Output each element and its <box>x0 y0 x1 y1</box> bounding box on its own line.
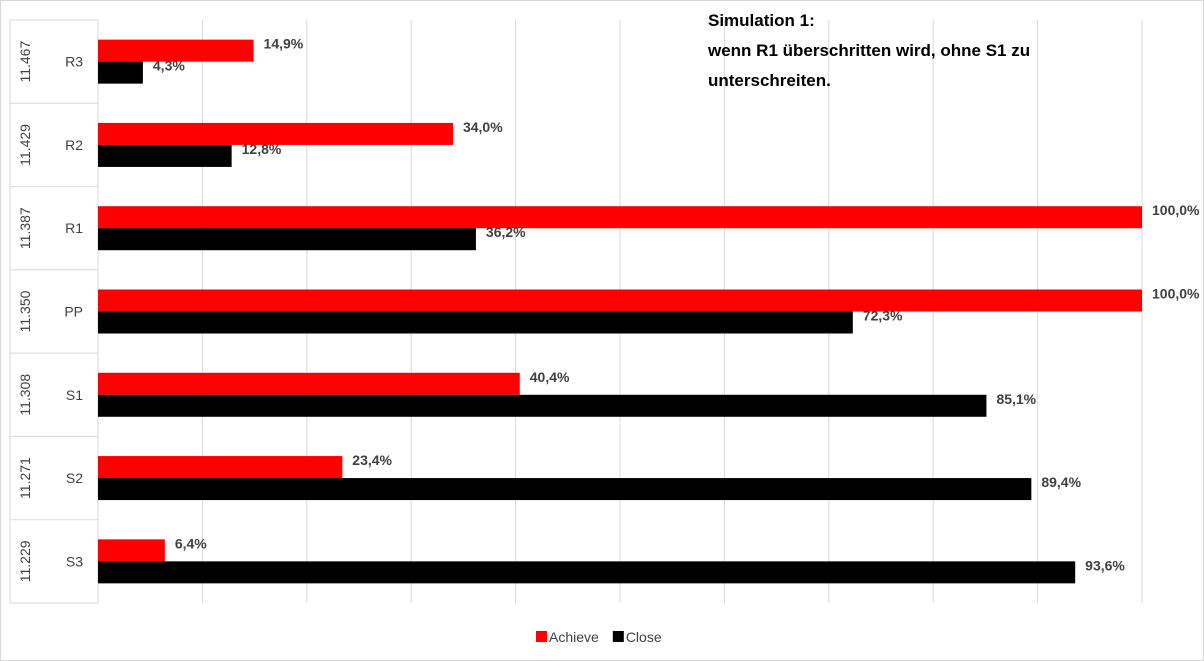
data-label: 34,0% <box>463 119 503 135</box>
legend-swatch-achieve <box>536 631 547 642</box>
bar-achieve <box>98 39 254 62</box>
category-axis: S3 11.229 S2 11.271 S1 11.308 PP 11.350 R1 11.387… <box>9 19 99 604</box>
bar-achieve <box>98 289 1142 312</box>
bar-close <box>98 61 143 84</box>
bar-achieve <box>98 539 165 562</box>
data-label: 40,4% <box>530 369 570 385</box>
data-label: 85,1% <box>996 391 1036 407</box>
title-line: wenn R1 überschritten wird, ohne S1 zu <box>707 41 1030 60</box>
data-label: 72,3% <box>863 308 903 324</box>
legend-swatch-close <box>612 631 624 642</box>
data-label: 100,0% <box>1152 286 1200 302</box>
tick-label-level: S2 <box>66 470 83 486</box>
bars <box>98 39 1142 584</box>
legend-label: Achieve <box>549 629 599 645</box>
legend: Achieve Close <box>536 629 662 645</box>
tick-label-price: 11.387 <box>17 207 33 249</box>
bar-close <box>98 394 987 417</box>
legend-label: Close <box>626 629 662 645</box>
bar-close <box>98 311 853 334</box>
data-label: 4,3% <box>153 58 185 74</box>
chart-title: Simulation 1: wenn R1 überschritten wird,… <box>707 11 1030 90</box>
title-line: unterschreiten. <box>708 71 831 90</box>
tick-label-price: 11.229 <box>17 540 33 582</box>
tick-label-level: R2 <box>65 137 83 153</box>
tick-label-level: S1 <box>66 387 83 403</box>
data-label: 89,4% <box>1041 474 1081 490</box>
bar-achieve <box>98 372 520 395</box>
bar-close <box>98 144 232 167</box>
bar-close <box>98 228 476 251</box>
bar-achieve <box>98 456 343 479</box>
data-label: 23,4% <box>352 452 392 468</box>
data-label: 14,9% <box>264 36 304 52</box>
bar-achieve <box>98 206 1142 229</box>
data-label: 100,0% <box>1152 202 1200 218</box>
tick-label-price: 11.467 <box>17 41 33 83</box>
bar-close <box>98 561 1076 584</box>
tick-label-price: 11.429 <box>17 124 33 166</box>
bar-close <box>98 478 1032 501</box>
data-label: 6,4% <box>175 535 207 551</box>
tick-label-level: R3 <box>65 54 83 70</box>
tick-label-level: S3 <box>66 553 83 569</box>
tick-label-level: PP <box>64 304 83 320</box>
data-label: 36,2% <box>486 224 526 240</box>
tick-label-price: 11.308 <box>17 374 33 416</box>
bar-achieve <box>98 122 453 145</box>
tick-label-price: 11.271 <box>17 457 33 499</box>
title-line: Simulation 1: <box>708 11 815 30</box>
tick-label-level: R1 <box>65 220 83 236</box>
data-label: 93,6% <box>1085 557 1125 573</box>
data-labels: 6,4% 93,6% 23,4% 89,4% 40,4% 85,1% 100,0% 72,3%… <box>153 36 1200 574</box>
tick-label-price: 11.350 <box>17 290 33 332</box>
data-label: 12,8% <box>242 141 282 157</box>
